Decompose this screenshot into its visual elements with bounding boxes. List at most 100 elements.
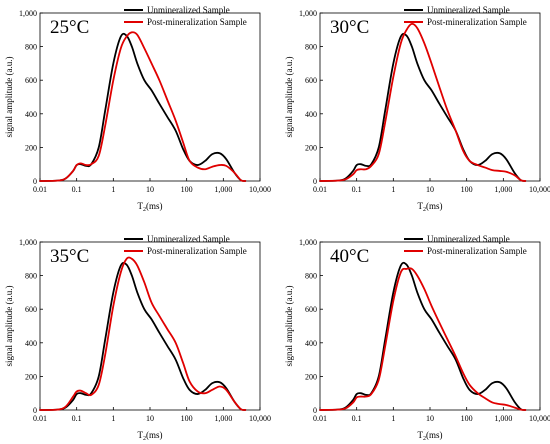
panel-3: 35°C Unmineralized Sample Post-mineraliz… bbox=[4, 234, 271, 442]
y-tick-label: 600 bbox=[305, 305, 317, 314]
plot-frame bbox=[39, 12, 261, 182]
legend-label-post-mineralization: Post-mineralization Sample bbox=[147, 17, 247, 27]
x-axis-title-sub: 2 bbox=[143, 207, 146, 213]
x-tick-label: 1 bbox=[111, 185, 115, 194]
y-axis-title: signal amplitude (a.u.) bbox=[284, 286, 294, 367]
x-tick-label: 100 bbox=[181, 185, 193, 194]
x-axis-title-unit: (ms) bbox=[426, 430, 443, 440]
x-tick-label: 100 bbox=[461, 414, 473, 423]
x-tick-labels: 0.01 0.1 1 10 100 1,000 10,000 bbox=[313, 178, 550, 194]
y-tick-label: 0 bbox=[313, 177, 317, 186]
x-tick-label: 1,000 bbox=[494, 185, 512, 194]
y-tick-label: 1,000 bbox=[299, 238, 317, 247]
legend-label-post-mineralization: Post-mineralization Sample bbox=[147, 246, 247, 256]
x-tick-label: 10 bbox=[426, 414, 434, 423]
x-axis-title: T2(ms) bbox=[138, 430, 163, 442]
panel-1: 25°C Unmineralized Sample Post-mineraliz… bbox=[4, 5, 271, 213]
x-axis-title-unit: (ms) bbox=[146, 430, 163, 440]
x-axis-title-t: T bbox=[418, 430, 424, 440]
y-tick-label: 400 bbox=[305, 110, 317, 119]
series-line-unmineralized bbox=[39, 32, 247, 182]
curves bbox=[39, 256, 247, 411]
plot-frame bbox=[319, 241, 541, 411]
plot-frame bbox=[319, 12, 541, 182]
legend-label-unmineralized: Unmineralized Sample bbox=[147, 5, 230, 15]
x-axis-title-unit: (ms) bbox=[426, 201, 443, 211]
x-tick-label: 1,000 bbox=[214, 185, 232, 194]
y-tick-labels: 0 200 400 600 800 1,000 bbox=[19, 9, 43, 186]
x-axis-title: T2(ms) bbox=[138, 201, 163, 213]
x-tick-labels: 0.01 0.1 1 10 100 1,000 10,000 bbox=[313, 407, 550, 423]
x-axis-title: T2(ms) bbox=[418, 430, 443, 442]
x-tick-label: 0.1 bbox=[72, 414, 82, 423]
x-axis-title-sub: 2 bbox=[423, 207, 426, 213]
panel-temp-label: 30°C bbox=[330, 17, 369, 38]
x-tick-label: 10 bbox=[146, 414, 154, 423]
y-tick-label: 0 bbox=[33, 177, 37, 186]
curves bbox=[319, 261, 527, 411]
x-tick-label: 10,000 bbox=[529, 414, 550, 423]
panel-2: 30°C Unmineralized Sample Post-mineraliz… bbox=[284, 5, 550, 213]
y-tick-label: 1,000 bbox=[19, 9, 37, 18]
y-tick-labels: 0 200 400 600 800 1,000 bbox=[299, 9, 323, 186]
x-tick-label: 100 bbox=[461, 185, 473, 194]
y-tick-label: 400 bbox=[305, 339, 317, 348]
plot-frame bbox=[39, 241, 261, 411]
x-axis-title: T2(ms) bbox=[418, 201, 443, 213]
y-tick-label: 600 bbox=[25, 76, 37, 85]
legend-label-unmineralized: Unmineralized Sample bbox=[427, 234, 510, 244]
x-tick-label: 1 bbox=[391, 185, 395, 194]
y-tick-label: 0 bbox=[313, 406, 317, 415]
y-tick-label: 1,000 bbox=[299, 9, 317, 18]
x-tick-label: 1,000 bbox=[214, 414, 232, 423]
y-tick-label: 200 bbox=[25, 372, 37, 381]
x-tick-label: 10,000 bbox=[249, 414, 271, 423]
panel-temp-label: 40°C bbox=[330, 246, 369, 267]
y-axis-title: signal amplitude (a.u.) bbox=[4, 286, 14, 367]
legend: Unmineralized Sample Post-mineralization… bbox=[124, 5, 247, 27]
legend-label-unmineralized: Unmineralized Sample bbox=[427, 5, 510, 15]
x-tick-label: 0.1 bbox=[352, 185, 362, 194]
y-tick-label: 200 bbox=[25, 143, 37, 152]
legend: Unmineralized Sample Post-mineralization… bbox=[124, 234, 247, 256]
x-tick-label: 10 bbox=[426, 185, 434, 194]
x-tick-label: 0.01 bbox=[33, 185, 47, 194]
y-tick-label: 1,000 bbox=[19, 238, 37, 247]
x-axis-title-t: T bbox=[138, 430, 144, 440]
x-axis-title-t: T bbox=[418, 201, 424, 211]
x-tick-label: 0.01 bbox=[313, 185, 327, 194]
series-line-unmineralized bbox=[319, 32, 527, 182]
y-tick-label: 800 bbox=[25, 272, 37, 281]
y-tick-label: 0 bbox=[33, 406, 37, 415]
x-tick-label: 0.01 bbox=[313, 414, 327, 423]
panel-temp-label: 25°C bbox=[50, 17, 89, 38]
x-tick-label: 0.1 bbox=[352, 414, 362, 423]
series-line-unmineralized bbox=[319, 261, 527, 411]
x-tick-label: 10,000 bbox=[249, 185, 271, 194]
panel-temp-label: 35°C bbox=[50, 246, 89, 267]
x-axis-title-sub: 2 bbox=[143, 436, 146, 442]
y-tick-label: 400 bbox=[25, 110, 37, 119]
series-line-unmineralized bbox=[39, 261, 247, 411]
x-tick-label: 0.01 bbox=[33, 414, 47, 423]
series-line-post-mineralization bbox=[39, 31, 247, 182]
x-axis-title-sub: 2 bbox=[423, 436, 426, 442]
x-tick-labels: 0.01 0.1 1 10 100 1,000 10,000 bbox=[33, 407, 271, 423]
series-line-post-mineralization bbox=[319, 267, 527, 411]
legend: Unmineralized Sample Post-mineralization… bbox=[404, 5, 527, 27]
x-tick-label: 1 bbox=[111, 414, 115, 423]
x-tick-labels: 0.01 0.1 1 10 100 1,000 10,000 bbox=[33, 178, 271, 194]
y-axis-title: signal amplitude (a.u.) bbox=[4, 57, 14, 138]
curves bbox=[39, 31, 247, 182]
legend-label-post-mineralization: Post-mineralization Sample bbox=[427, 246, 527, 256]
panel-4: 40°C Unmineralized Sample Post-mineraliz… bbox=[284, 234, 550, 442]
x-tick-label: 10 bbox=[146, 185, 154, 194]
x-axis-title-unit: (ms) bbox=[146, 201, 163, 211]
series-line-post-mineralization bbox=[39, 256, 247, 411]
y-tick-label: 400 bbox=[25, 339, 37, 348]
y-tick-label: 800 bbox=[25, 43, 37, 52]
y-tick-label: 600 bbox=[25, 305, 37, 314]
y-tick-label: 200 bbox=[305, 372, 317, 381]
y-tick-labels: 0 200 400 600 800 1,000 bbox=[19, 238, 43, 415]
